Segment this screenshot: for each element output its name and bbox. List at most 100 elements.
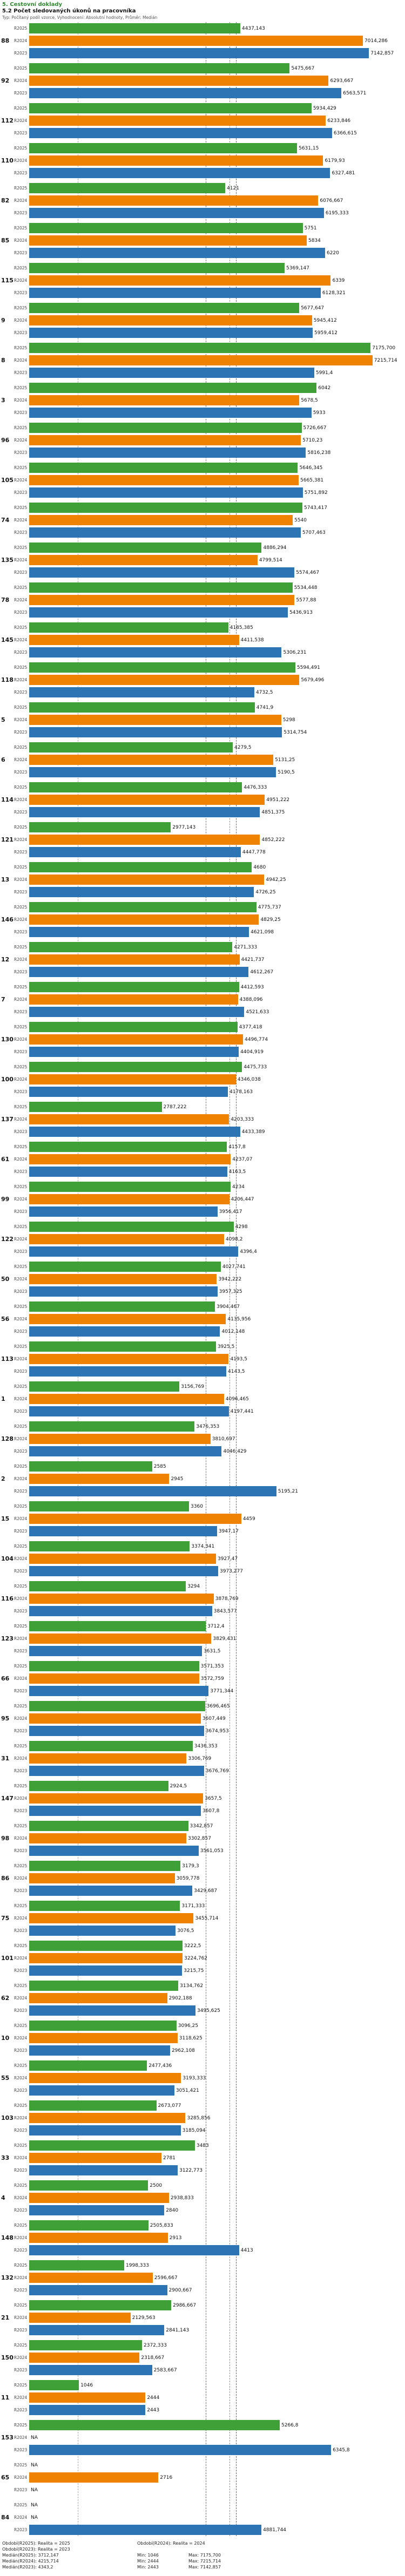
series-label: R2023 bbox=[14, 1888, 28, 1893]
bar-track: 4197,441 bbox=[29, 1406, 405, 1416]
value-bar-r2024 bbox=[29, 954, 240, 965]
value-bar-r2025 bbox=[29, 2180, 148, 2191]
value-bar-r2025 bbox=[29, 183, 226, 193]
bar-row: R2023 4433,389 bbox=[13, 1126, 405, 1138]
value-bar-r2023 bbox=[29, 1087, 228, 1097]
bar-rows: R2025 6042 R2024 5678,5 R2023 5933 bbox=[13, 382, 405, 419]
bar-row: R2023 5190,5 bbox=[13, 766, 405, 778]
bar-group: 101 R2025 3222,5 R2024 3224,762 R2023 3215,75 bbox=[0, 1940, 405, 1977]
value-label: 3476,353 bbox=[196, 1423, 220, 1429]
group-id-label: 66 bbox=[1, 1675, 10, 1682]
value-bar-r2025 bbox=[29, 383, 317, 393]
bar-group: 88 R2025 4437,143 R2024 7014,286 R2023 7142,85… bbox=[0, 22, 405, 59]
value-label: 7142,857 bbox=[370, 50, 394, 56]
report-header: 5. Cestovní doklady 5.2 Počet sledovanýc… bbox=[0, 0, 405, 20]
bar-row: R2025 5677,647 bbox=[13, 302, 405, 314]
bar-row: R2023 5707,463 bbox=[13, 526, 405, 539]
group-id-label: 33 bbox=[1, 2154, 10, 2161]
bar-row: R2024 4799,514 bbox=[13, 554, 405, 566]
value-bar-r2025 bbox=[29, 1941, 183, 1951]
bar-group: 31 R2025 3436,353 R2024 3306,769 R2023 3676,76… bbox=[0, 1740, 405, 1777]
value-bar-r2025 bbox=[29, 1821, 188, 1831]
value-bar-r2025 bbox=[29, 1262, 221, 1272]
value-label: 3674,953 bbox=[205, 1728, 229, 1734]
value-label: 3302,857 bbox=[187, 1835, 211, 1841]
series-label: R2025 bbox=[14, 1943, 28, 1948]
value-bar-r2023 bbox=[29, 567, 295, 578]
value-label: 5266,8 bbox=[281, 2422, 299, 2428]
bar-track: 3476,353 bbox=[29, 1421, 405, 1432]
group-id-label: 9 bbox=[1, 317, 5, 324]
value-label: 3829,431 bbox=[213, 1636, 237, 1642]
value-label: 4496,774 bbox=[245, 1036, 268, 1042]
series-label: R2024 bbox=[14, 638, 28, 642]
value-bar-r2023 bbox=[29, 88, 342, 98]
series-label: R2023 bbox=[14, 1928, 28, 1933]
bar-track: 5646,345 bbox=[29, 463, 405, 473]
value-label: 4612,267 bbox=[250, 969, 274, 975]
series-label: R2025 bbox=[14, 66, 28, 71]
series-label: R2024 bbox=[14, 1676, 28, 1681]
value-bar-r2023 bbox=[29, 288, 321, 298]
group-id-label: 137 bbox=[1, 1116, 14, 1123]
bar-row: R2024 2318,667 bbox=[13, 2351, 405, 2364]
value-bar-r2023 bbox=[29, 448, 306, 458]
group-id-label: 31 bbox=[1, 1755, 10, 1762]
value-bar-r2025 bbox=[29, 2420, 280, 2430]
value-label: NA bbox=[31, 2514, 38, 2520]
value-label: 5933 bbox=[313, 410, 326, 416]
group-id-label: 13 bbox=[1, 876, 10, 883]
bar-track: 3674,953 bbox=[29, 1726, 405, 1736]
bar-row: R2024 6339 bbox=[13, 274, 405, 287]
bar-rows: R2025 2372,333 R2024 2318,667 R2023 2583,667 bbox=[13, 2339, 405, 2376]
value-label: 6339 bbox=[332, 277, 345, 283]
bar-group: 66 R2025 3571,353 R2024 3572,759 R2023 3771,34… bbox=[0, 1660, 405, 1697]
value-bar-r2025 bbox=[29, 463, 298, 473]
value-label: 3455,714 bbox=[195, 1915, 219, 1921]
bar-row: R2023 6345,8 bbox=[13, 2444, 405, 2456]
bar-track: 4852,222 bbox=[29, 835, 405, 845]
group-id-label: 12 bbox=[1, 956, 10, 963]
series-label: R2023 bbox=[14, 131, 28, 135]
series-label: R2025 bbox=[14, 306, 28, 310]
value-bar-r2024 bbox=[29, 315, 312, 326]
series-label: R2024 bbox=[14, 2275, 28, 2280]
series-label: R2025 bbox=[14, 1584, 28, 1589]
value-label: 3185,094 bbox=[182, 2127, 206, 2133]
value-bar-r2025 bbox=[29, 343, 371, 353]
bar-track: 3096,25 bbox=[29, 2021, 405, 2031]
value-bar-r2024 bbox=[29, 195, 319, 206]
bar-track: 2913 bbox=[29, 2233, 405, 2243]
series-label: R2023 bbox=[14, 2487, 28, 2492]
bar-row: R2025 3696,465 bbox=[13, 1700, 405, 1712]
bar-track: 6042 bbox=[29, 383, 405, 393]
value-bar-r2025 bbox=[29, 1381, 180, 1392]
bar-track: 5298 bbox=[29, 715, 405, 725]
bar-track: 2902,188 bbox=[29, 1993, 405, 2003]
value-label: 2318,667 bbox=[141, 2355, 165, 2361]
value-bar-r2024 bbox=[29, 2313, 131, 2323]
bar-row: R2023 3771,344 bbox=[13, 1685, 405, 1697]
bar-rows: R2025 5534,448 R2024 5577,88 R2023 5436,913 bbox=[13, 581, 405, 619]
bar-track: 5678,5 bbox=[29, 395, 405, 405]
value-bar-r2025 bbox=[29, 1182, 231, 1192]
value-bar-r2023 bbox=[29, 1007, 245, 1017]
series-label: R2025 bbox=[14, 2383, 28, 2388]
value-bar-r2023 bbox=[29, 967, 249, 977]
value-bar-r2023 bbox=[29, 1606, 212, 1616]
series-label: R2023 bbox=[14, 171, 28, 175]
bar-track: 5816,238 bbox=[29, 448, 405, 458]
value-label: 3224,762 bbox=[184, 1955, 208, 1961]
series-label: R2023 bbox=[14, 1009, 28, 1014]
series-label: R2025 bbox=[14, 146, 28, 151]
series-label: R2025 bbox=[14, 825, 28, 830]
bar-rows: R2025 4741,9 R2024 5298 R2023 5314,754 bbox=[13, 701, 405, 738]
value-label: 3134,762 bbox=[180, 1983, 204, 1989]
series-label: R2024 bbox=[14, 78, 28, 83]
bar-track: 4027,741 bbox=[29, 1262, 405, 1272]
series-label: R2025 bbox=[14, 2103, 28, 2108]
bar-rows: R2025 3134,762 R2024 2902,188 R2023 3495,625 bbox=[13, 1980, 405, 2017]
series-label: R2024 bbox=[14, 1756, 28, 1761]
bar-group: 132 R2025 1998,333 R2024 2596,667 R2023 2900,6… bbox=[0, 2259, 405, 2296]
value-bar-r2025 bbox=[29, 1222, 234, 1232]
